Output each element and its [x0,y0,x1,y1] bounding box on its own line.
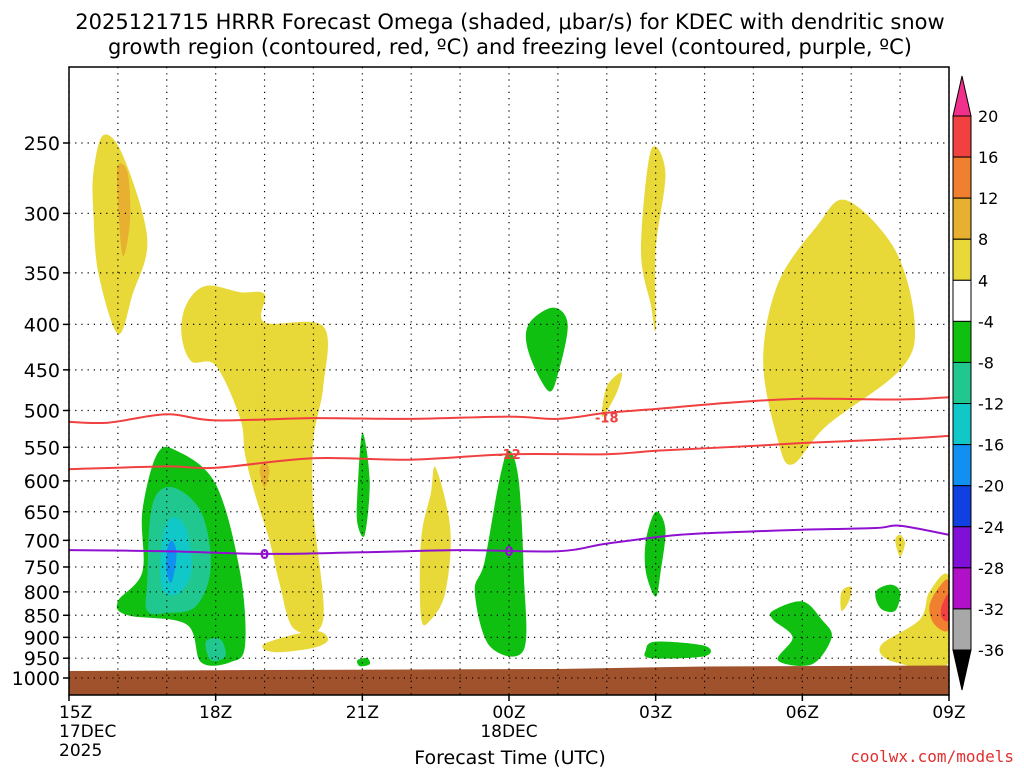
omega-region-2 [181,285,328,634]
colorbar-bin-3 [952,197,972,240]
chart-title-line2: growth region (contoured, red, ºC) and f… [108,35,912,59]
omega-region-3 [262,630,329,653]
colorbar-label-12: -32 [978,600,1004,619]
y-tick-label-900: 900 [24,627,60,649]
x-axis-label: Forecast Time (UTC) [414,747,605,768]
colorbar-bin-8 [952,403,972,446]
colorbar-label-8: -16 [978,436,1004,455]
colorbar-label-13: -36 [978,641,1004,660]
y-tick-label-250: 250 [24,133,60,155]
colorbar-label-11: -28 [978,559,1004,578]
omega-region-24 [879,573,949,670]
x-tick-sublabel-24: 18DEC [480,722,537,742]
colorbar-bin-2 [952,156,972,199]
colorbar-bin-1 [952,115,972,158]
colorbar-label-6: -8 [978,353,994,372]
isotherm-minus12-line [68,434,950,471]
omega-region-11 [357,658,371,667]
ground-fill [69,665,949,695]
omega-region-14 [525,307,568,392]
isotherm-minus18-line [68,396,950,425]
x-tick-label-30: 06Z [786,703,819,723]
freezing-level-label-0: 0 [260,548,269,563]
freezing-level-label-1: 0 [504,545,513,560]
omega-region-0 [92,134,148,335]
colorbar-bin-7 [952,361,972,405]
x-tick-label-27: 03Z [639,703,672,723]
omega-region-20 [769,601,832,666]
x-tick-sublabel-15: 17DEC [59,722,116,742]
watermark: coolwx.com/models [850,747,1014,766]
chart-title-line1: 2025121715 HRRR Forecast Omega (shaded, … [75,10,944,34]
omega-region-12 [419,466,451,626]
colorbar-bottom-arrow [952,649,972,691]
y-tick-label-850: 850 [24,605,60,627]
x-tick-year-15: 2025 [59,741,102,761]
y-tick-label-600: 600 [24,471,60,493]
colorbar-bin-11 [952,526,972,569]
y-tick-label-750: 750 [24,557,60,579]
isotherm-minus18-label-0: -18 [595,411,619,426]
omega-region-9 [205,638,226,662]
colorbar-bin-10 [952,485,972,528]
x-tick-label-33: 09Z [932,703,965,723]
omega-region-22 [840,586,852,611]
y-tick-label-350: 350 [24,263,60,285]
y-tick-label-400: 400 [24,314,60,336]
y-tick-label-1000: 1000 [12,668,60,690]
y-tick-label-650: 650 [24,502,60,524]
y-tick-label-800: 800 [24,582,60,604]
y-tick-label-500: 500 [24,401,60,423]
x-tick-label-21: 21Z [346,703,379,723]
y-tick-label-700: 700 [24,530,60,552]
colorbar-bin-13 [952,608,972,651]
colorbar-label-10: -24 [978,518,1004,537]
colorbar-bin-9 [952,444,972,487]
x-tick-label-24: 00Z [492,703,525,723]
omega-region-1 [116,163,131,257]
colorbar-label-9: -20 [978,477,1004,496]
isotherm-minus12-label-0: -12 [497,448,521,463]
y-tick-label-300: 300 [24,203,60,225]
x-tick-label-15: 15Z [59,703,92,723]
colorbar-label-4: 4 [978,271,988,290]
colorbar-label-3: 8 [978,230,988,249]
omega-region-26 [940,593,949,622]
colorbar-bin-12 [952,567,972,610]
omega-region-21 [895,534,905,557]
colorbar-label-2: 12 [978,189,998,208]
omega-region-18 [644,641,711,659]
y-tick-label-550: 550 [24,437,60,459]
omega-shaded-regions [92,134,949,670]
omega-region-15 [601,372,623,418]
colorbar-top-arrow [952,75,972,117]
colorbar-label-1: 16 [978,148,998,167]
colorbar: 20 16 12 8 4 -4 -8 -12 -16 -20 -24 -28 -32 -36 [952,75,1004,691]
freezing-level-line [68,524,950,555]
omega-region-16 [641,146,666,332]
colorbar-label-7: -12 [978,395,1004,414]
temperature-contours: -18 -12 0 0 [68,396,950,563]
y-tick-label-950: 950 [24,648,60,670]
colorbar-label-0: 20 [978,107,998,126]
x-tick-label-18: 18Z [199,703,232,723]
colorbar-label-5: -4 [978,312,994,331]
colorbar-bin-4 [952,238,972,281]
y-tick-label-450: 450 [24,360,60,382]
colorbar-bin-5 [952,279,972,322]
omega-region-17 [644,511,666,597]
colorbar-bin-6 [952,320,972,363]
y-axis-ticks: 2503003504004505005506006507007508008509… [12,133,69,690]
ground-layer [69,665,949,695]
omega-region-13 [474,450,527,657]
